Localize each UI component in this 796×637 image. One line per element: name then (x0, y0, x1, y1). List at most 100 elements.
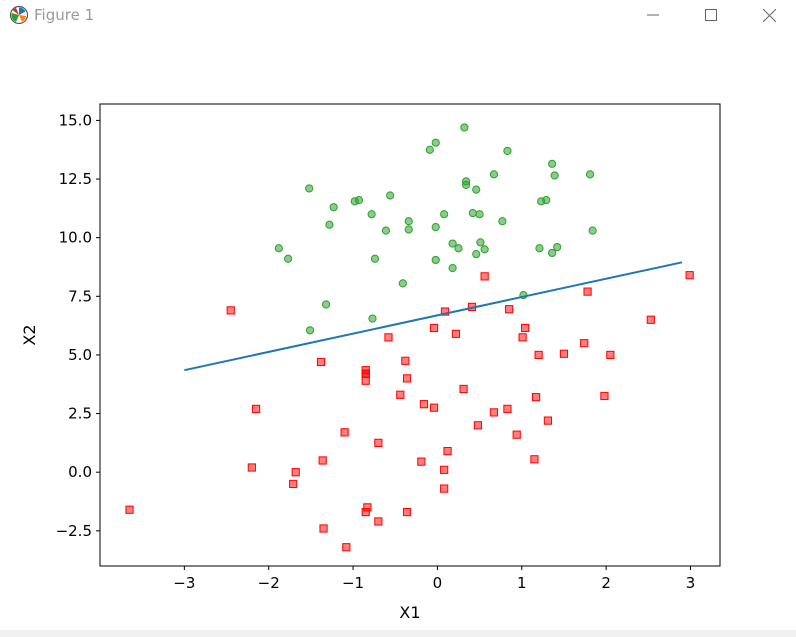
class1-point (537, 197, 546, 206)
x-tick-label: −1 (342, 574, 364, 592)
class0-point (489, 408, 499, 417)
class0-point (459, 384, 468, 394)
class1-point (454, 244, 463, 253)
x-tick-label: 2 (601, 574, 611, 592)
class0-point (521, 323, 530, 333)
class0-point (396, 390, 405, 399)
class0-point (451, 329, 461, 338)
y-tick-label: 2.5 (68, 405, 92, 423)
class1-point (354, 196, 364, 205)
class0-point (374, 438, 383, 447)
class0-point (226, 306, 235, 315)
class1-point (431, 255, 440, 265)
class1-point (425, 145, 434, 154)
class1-point (404, 225, 413, 234)
class1-point (329, 203, 338, 212)
class0-point (532, 393, 541, 402)
window-titlebar: Figure 1 (0, 0, 796, 32)
y-tick-label: 10.0 (59, 229, 92, 247)
class0-point (251, 404, 261, 413)
class0-point (429, 323, 439, 333)
class1-point (461, 180, 471, 190)
class1-point (585, 170, 595, 179)
class1-point (440, 210, 449, 219)
class1-point (274, 244, 283, 253)
class1-point (480, 245, 489, 254)
class1-point (381, 226, 391, 235)
class1-point (386, 191, 395, 200)
class1-point (550, 171, 559, 180)
class1-point (460, 123, 469, 132)
class0-point (505, 305, 514, 314)
class0-point (363, 503, 372, 512)
class1-point (498, 217, 507, 226)
class1-point (284, 254, 293, 263)
class0-point (419, 400, 429, 409)
class0-point (443, 446, 452, 456)
class1-point (431, 223, 440, 232)
close-button[interactable] (746, 0, 792, 30)
class1-point (321, 300, 331, 309)
class0-point (384, 333, 393, 342)
class0-point (429, 403, 439, 412)
minimize-button[interactable] (630, 0, 676, 30)
class0-point (361, 369, 370, 378)
class1-point (489, 170, 499, 179)
class1-point (472, 185, 481, 194)
class1-point (368, 314, 377, 323)
plot-frame (99, 103, 721, 567)
y-tick-label: 15.0 (59, 111, 92, 129)
minimize-icon (647, 14, 659, 16)
x-tick-label: 0 (433, 574, 443, 592)
class0-point (600, 391, 609, 401)
x-tick-label: −3 (173, 574, 195, 592)
class0-point (247, 463, 256, 472)
class1-point (548, 248, 557, 258)
y-tick-label: 5.0 (68, 346, 92, 364)
class1-point (305, 326, 315, 335)
class0-point (580, 339, 589, 348)
class1-point (503, 146, 512, 156)
x-tick-label: 3 (686, 574, 696, 592)
class0-point (316, 357, 326, 367)
y-tick-label: 12.5 (59, 170, 92, 188)
x-axis-label: X1 (399, 603, 420, 622)
class0-point (125, 505, 134, 514)
maximize-button[interactable] (688, 0, 734, 30)
window-title: Figure 1 (34, 6, 95, 24)
class0-point (440, 484, 449, 493)
class0-point (361, 376, 370, 385)
class1-point (367, 210, 376, 219)
class0-point (402, 507, 412, 517)
class0-point (518, 333, 527, 342)
class0-point (583, 287, 592, 296)
class0-point (402, 374, 412, 383)
class0-point (543, 416, 553, 425)
class1-point (468, 208, 477, 218)
class1-point (548, 159, 557, 168)
class0-point (534, 350, 543, 360)
class0-point (440, 465, 449, 474)
class1-point (398, 279, 407, 288)
x-tick-label: −2 (258, 574, 280, 592)
decision-boundary-line (184, 261, 683, 372)
class1-point (448, 239, 457, 248)
class1-point (431, 138, 440, 147)
class1-point (305, 184, 314, 193)
class1-point (588, 226, 597, 235)
class0-point (646, 315, 655, 324)
class0-point (417, 457, 426, 466)
class0-point (374, 517, 383, 526)
class0-point (512, 430, 521, 439)
y-axis-label: X2 (20, 324, 39, 345)
class0-point (559, 349, 569, 358)
class0-point (473, 421, 483, 430)
class1-point (404, 217, 413, 226)
class0-point (503, 404, 512, 413)
class1-point (472, 249, 481, 259)
class1-point (475, 210, 484, 219)
class0-point (685, 271, 694, 280)
class1-point (553, 242, 562, 252)
class1-point (370, 254, 380, 263)
